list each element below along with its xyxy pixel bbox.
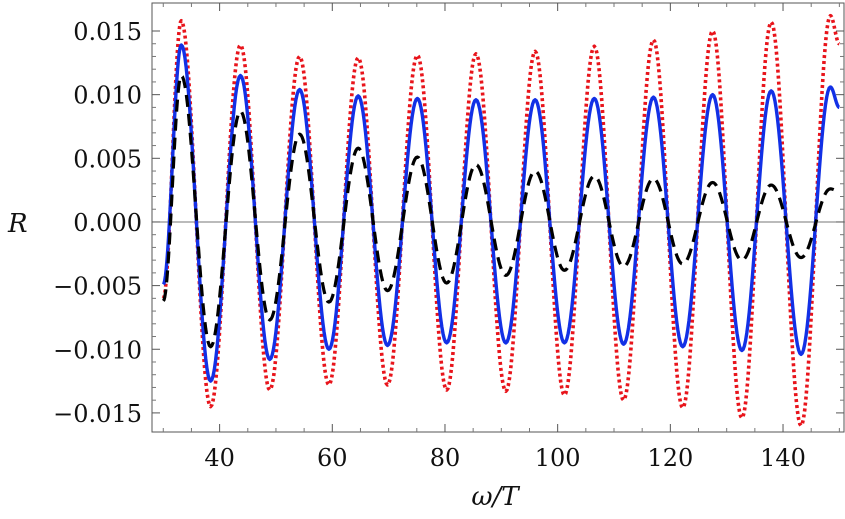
x-tick-label: 100 xyxy=(535,444,581,472)
x-axis-ticks: 40 60 80 100 120 140 xyxy=(162,3,840,472)
series-line-dashed xyxy=(162,73,841,349)
series-layer xyxy=(161,13,841,428)
series-line-solid xyxy=(161,43,841,383)
plot-frame xyxy=(151,2,845,433)
y-tick-label: 0.010 xyxy=(73,82,142,110)
y-tick-label: −0.005 xyxy=(53,273,142,301)
x-tick-label: 140 xyxy=(760,444,806,472)
y-tick-label: −0.015 xyxy=(53,400,142,428)
x-axis-title: ω/T xyxy=(471,482,520,512)
plot-border xyxy=(151,2,845,433)
y-tick-label: 0.015 xyxy=(73,18,142,46)
x-tick-label: 80 xyxy=(430,444,461,472)
y-axis-ticks: −0.015 −0.010 −0.005 0.000 0.005 0.010 0.015 xyxy=(53,18,844,428)
y-tick-label: −0.010 xyxy=(53,336,142,364)
x-tick-label: 120 xyxy=(647,444,693,472)
y-tick-label: 0.005 xyxy=(73,145,142,173)
y-tick-label: 0.000 xyxy=(73,209,142,237)
x-tick-label: 60 xyxy=(317,444,348,472)
series-line-dotted xyxy=(161,13,841,428)
x-tick-label: 40 xyxy=(204,444,235,472)
y-axis-title: R xyxy=(7,209,28,239)
